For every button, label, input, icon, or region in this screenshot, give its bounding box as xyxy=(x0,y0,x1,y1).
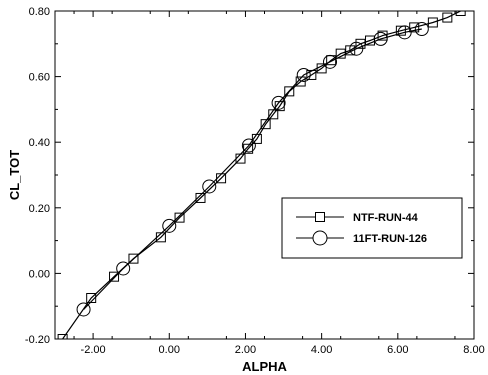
y-axis-ticks: -0.20 0.00 0.20 0.40 0.60 0.80 xyxy=(25,6,474,346)
data-point-square xyxy=(109,271,120,282)
data-point-circle xyxy=(323,54,338,69)
x-tick-label: 0.00 xyxy=(159,344,180,356)
data-point-circle xyxy=(349,41,364,56)
y-tick-label: 0.40 xyxy=(29,137,50,149)
legend-label-11ft: 11FT-RUN-126 xyxy=(353,233,427,245)
data-point-square xyxy=(377,30,388,41)
data-point-square xyxy=(455,11,466,16)
data-point-square xyxy=(427,17,438,28)
data-point-circle xyxy=(296,67,311,82)
x-tick-label: 4.00 xyxy=(311,344,332,356)
legend-box xyxy=(281,197,463,259)
data-point-circle xyxy=(116,261,131,276)
data-point-circle xyxy=(271,95,286,110)
x-tick-label: 6.00 xyxy=(387,344,408,356)
legend: NTF-RUN-44 11FT-RUN-126 xyxy=(281,197,463,259)
data-point-square xyxy=(174,212,185,223)
data-point-circle xyxy=(241,138,256,153)
y-tick-label: 0.60 xyxy=(29,72,50,84)
series-ntf-run-44 xyxy=(57,11,466,339)
series-line xyxy=(83,28,422,310)
plot-frame xyxy=(54,10,475,340)
plot-area: -2.00 0.00 2.00 4.00 6.00 8.00 -0.20 0.00 0.20 0… xyxy=(25,6,485,356)
x-tick-label: -2.00 xyxy=(81,344,106,356)
legend-marker-circle xyxy=(312,230,328,246)
data-point-circle xyxy=(414,22,429,37)
data-point-circle xyxy=(76,302,91,317)
data-point-square xyxy=(409,22,420,33)
y-tick-label: 0.80 xyxy=(29,6,50,18)
x-axis-title: ALPHA xyxy=(242,359,287,374)
data-point-square xyxy=(128,253,139,264)
data-point-square xyxy=(442,12,453,23)
data-point-square xyxy=(284,86,295,97)
y-tick-label: -0.20 xyxy=(25,334,50,346)
x-tick-label: 8.00 xyxy=(463,344,484,356)
series-line xyxy=(62,11,461,339)
data-point-square xyxy=(395,25,406,36)
data-point-square xyxy=(57,334,68,339)
y-tick-label: 0.20 xyxy=(29,203,50,215)
data-point-circle xyxy=(202,179,217,194)
data-point-circle xyxy=(373,31,388,46)
series-11ft-run-126 xyxy=(76,22,429,317)
series-layer xyxy=(57,11,466,339)
data-point-circle xyxy=(162,218,177,233)
y-tick-label: 0.00 xyxy=(29,268,50,280)
x-tick-label: 2.00 xyxy=(235,344,256,356)
legend-marker-square xyxy=(315,212,325,222)
data-point-circle xyxy=(397,25,412,40)
y-axis-title: CL_TOT xyxy=(7,150,22,200)
legend-label-ntf: NTF-RUN-44 xyxy=(353,212,419,224)
data-point-square xyxy=(195,192,206,203)
data-point-square xyxy=(306,69,317,80)
x-axis-ticks: -2.00 0.00 2.00 4.00 6.00 8.00 xyxy=(73,11,485,356)
data-point-square xyxy=(260,119,271,130)
data-point-square xyxy=(355,38,366,49)
